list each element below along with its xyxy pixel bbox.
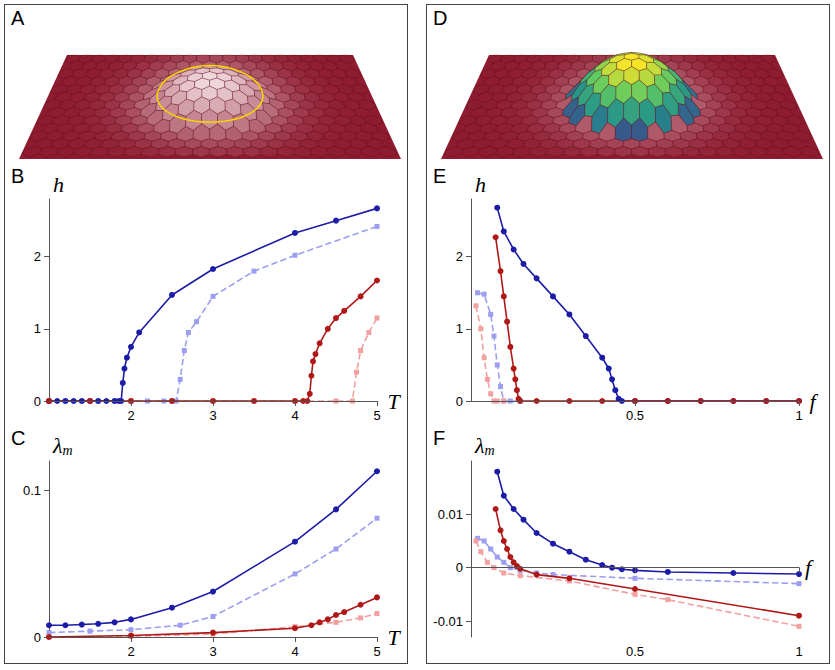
svg-text:h: h <box>53 172 64 197</box>
svg-text:T: T <box>388 389 402 414</box>
svg-text:1: 1 <box>34 321 41 336</box>
svg-text:f: f <box>810 389 819 414</box>
svg-text:0.5: 0.5 <box>626 644 644 659</box>
svg-text:0.01: 0.01 <box>438 507 463 522</box>
html-text:A: A <box>11 7 25 29</box>
html-text:C: C <box>11 427 26 449</box>
html-text:B: B <box>11 165 25 187</box>
svg-text:m: m <box>63 443 73 458</box>
html-text:E: E <box>433 165 447 187</box>
svg-text:0: 0 <box>456 394 463 409</box>
svg-text:2: 2 <box>34 249 41 264</box>
svg-text:1: 1 <box>795 644 802 659</box>
svg-text:2: 2 <box>456 249 463 264</box>
svg-text:2: 2 <box>127 408 134 423</box>
svg-text:5: 5 <box>373 644 380 659</box>
svg-text:3: 3 <box>209 408 216 423</box>
svg-text:0: 0 <box>456 560 463 575</box>
svg-text:0.1: 0.1 <box>23 483 41 498</box>
svg-text:f: f <box>805 555 814 580</box>
svg-text:0: 0 <box>34 394 41 409</box>
svg-text:2: 2 <box>127 644 134 659</box>
svg-text:4: 4 <box>291 408 298 423</box>
html-text:F: F <box>433 427 446 449</box>
svg-text:1: 1 <box>456 321 463 336</box>
svg-text:1: 1 <box>795 408 802 423</box>
svg-text:λ: λ <box>52 433 63 458</box>
svg-text:m: m <box>485 443 495 458</box>
html-text:D: D <box>433 7 448 29</box>
svg-text:λ: λ <box>474 433 485 458</box>
svg-text:-0.01: -0.01 <box>433 614 463 629</box>
svg-text:5: 5 <box>373 408 380 423</box>
svg-text:3: 3 <box>209 644 216 659</box>
svg-text:T: T <box>388 625 402 650</box>
svg-text:h: h <box>475 172 486 197</box>
svg-text:0.5: 0.5 <box>626 408 644 423</box>
svg-text:0: 0 <box>34 630 41 645</box>
svg-text:4: 4 <box>291 644 298 659</box>
